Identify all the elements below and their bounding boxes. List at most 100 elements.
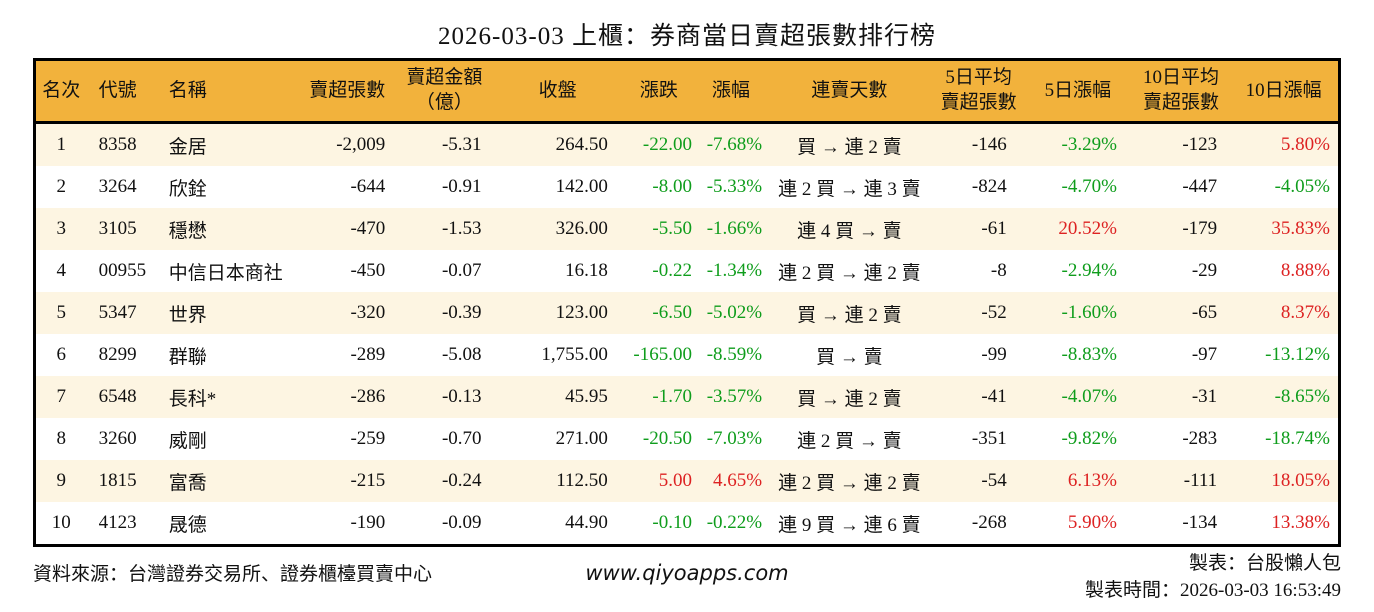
cell-streak: 連 2 買 → 連 2 賣 [778, 472, 921, 494]
header-net_amount: 賣超金額 （億） [393, 59, 496, 124]
cell-change: -0.10 [652, 512, 692, 533]
table-row: 10 4123 晟德 -190 -0.09 44.90 -0.10 -0.22% 連 9 買 →… [34, 502, 1340, 546]
cell-net_amount: -0.07 [441, 260, 482, 281]
cell-name: 富喬 [168, 472, 207, 494]
table-row: 3 3105 穩懋 -470 -1.53 326.00 -5.50 -1.66% 連 4 買 →… [34, 208, 1340, 250]
cell-avg10: -123 [1182, 134, 1218, 155]
cell-net_sell: -289 [350, 344, 386, 365]
cell-pct10: -13.12% [1265, 344, 1330, 365]
table-row: 4 00955 中信日本商社 -450 -0.07 16.18 -0.22 -1.34% 連 2… [34, 250, 1340, 292]
cell-net_amount: -0.09 [441, 512, 482, 533]
cell-change_pct: -1.66% [706, 218, 763, 239]
cell-close: 44.90 [565, 512, 608, 533]
cell-close: 264.50 [555, 134, 608, 155]
cell-net_amount: -0.70 [441, 428, 482, 449]
cell-change_pct: -5.02% [706, 302, 763, 323]
header-change: 漲跌 [619, 59, 698, 124]
cell-rank: 7 [56, 386, 67, 407]
cell-streak: 連 2 買 → 連 2 賣 [778, 262, 921, 284]
cell-code: 3105 [98, 218, 137, 239]
cell-pct10: 18.05% [1271, 470, 1330, 491]
cell-rank: 3 [56, 218, 67, 239]
cell-pct10: 5.80% [1280, 134, 1330, 155]
cell-pct10: 13.38% [1271, 512, 1330, 533]
cell-rank: 2 [56, 176, 67, 197]
cell-net_amount: -1.53 [441, 218, 482, 239]
cell-code: 5347 [98, 302, 137, 323]
cell-net_sell: -320 [350, 302, 386, 323]
cell-change: 5.00 [658, 470, 692, 491]
cell-avg5: -54 [981, 470, 1007, 491]
cell-pct5: -4.70% [1061, 176, 1117, 197]
cell-pct10: 8.37% [1280, 302, 1330, 323]
cell-change_pct: -8.59% [706, 344, 763, 365]
cell-change: -8.00 [652, 176, 692, 197]
cell-close: 112.50 [556, 470, 608, 491]
cell-close: 326.00 [555, 218, 608, 239]
cell-name: 世界 [168, 304, 207, 326]
report-page: 2026-03-03 上櫃：券商當日賣超張數排行榜 名次 代號 名稱 賣超張數 賣超金額… [33, 23, 1341, 601]
table-row: 9 1815 富喬 -215 -0.24 112.50 5.00 4.65% 連 2 買 → 連… [34, 460, 1340, 502]
cell-avg5: -351 [971, 428, 1007, 449]
cell-streak: 連 2 買 → 連 3 賣 [778, 178, 921, 200]
cell-pct5: 5.90% [1067, 512, 1117, 533]
cell-pct5: -4.07% [1061, 386, 1117, 407]
cell-change_pct: -3.57% [706, 386, 763, 407]
cell-net_sell: -286 [350, 386, 386, 407]
cell-net_amount: -5.31 [441, 134, 482, 155]
cell-pct5: -2.94% [1061, 260, 1117, 281]
cell-pct10: 35.83% [1271, 218, 1330, 239]
header-rank: 名次 [34, 59, 87, 124]
cell-avg5: -268 [971, 512, 1007, 533]
cell-pct5: -9.82% [1061, 428, 1117, 449]
header-change_pct: 漲幅 [697, 59, 765, 124]
cell-avg10: -283 [1182, 428, 1218, 449]
header-name: 名稱 [156, 59, 298, 124]
cell-streak: 連 4 買 → 賣 [797, 220, 902, 242]
cell-change: -6.50 [652, 302, 692, 323]
cell-change: -5.50 [652, 218, 692, 239]
cell-avg10: -447 [1182, 176, 1218, 197]
cell-change: -0.22 [652, 260, 692, 281]
page-title: 2026-03-03 上櫃：券商當日賣超張數排行榜 [438, 23, 936, 50]
cell-code: 3260 [98, 428, 137, 449]
cell-code: 1815 [98, 470, 137, 491]
cell-change_pct: 4.65% [713, 470, 763, 491]
cell-avg5: -146 [971, 134, 1007, 155]
header-close: 收盤 [495, 59, 620, 124]
cell-name: 晟德 [168, 514, 207, 536]
cell-net_amount: -0.39 [441, 302, 482, 323]
cell-avg5: -8 [990, 260, 1007, 281]
website-link[interactable]: www.qiyoapps.com [585, 561, 789, 585]
cell-name: 中信日本商社 [168, 262, 283, 284]
cell-change_pct: -7.03% [706, 428, 763, 449]
cell-pct5: 6.13% [1067, 470, 1117, 491]
header-code: 代號 [86, 59, 157, 124]
cell-name: 威剛 [168, 430, 207, 452]
data-source-label: 資料來源：台灣證券交易所、證券櫃檯買賣中心 [33, 564, 433, 585]
cell-net_amount: -0.91 [441, 176, 482, 197]
footer: 資料來源：台灣證券交易所、證券櫃檯買賣中心 www.qiyoapps.com 製… [33, 547, 1341, 601]
header-row: 名次 代號 名稱 賣超張數 賣超金額 （億） 收盤 漲跌 漲幅 連賣天數 5日平均 賣超張數 5日漲… [34, 59, 1340, 124]
cell-avg5: -52 [981, 302, 1007, 323]
cell-net_sell: -259 [350, 428, 386, 449]
table-body: 1 8358 金居 -2,009 -5.31 264.50 -22.00 -7.68% 買 → … [34, 122, 1340, 546]
cell-pct5: -3.29% [1061, 134, 1117, 155]
maker-label: 製表：台股懶人包 [1188, 553, 1341, 574]
cell-avg10: -29 [1191, 260, 1218, 281]
cell-net_amount: -0.13 [441, 386, 482, 407]
cell-net_amount: -5.08 [441, 344, 482, 365]
cell-avg5: -99 [981, 344, 1007, 365]
header-net_sell: 賣超張數 [297, 59, 394, 124]
header-pct10: 10日漲幅 [1229, 59, 1340, 124]
cell-pct10: -8.65% [1274, 386, 1330, 407]
cell-streak: 連 9 買 → 連 6 賣 [778, 514, 921, 536]
cell-avg5: -824 [971, 176, 1007, 197]
cell-rank: 8 [56, 428, 67, 449]
cell-avg10: -31 [1191, 386, 1218, 407]
cell-rank: 5 [56, 302, 67, 323]
cell-close: 271.00 [555, 428, 608, 449]
cell-net_sell: -450 [350, 260, 386, 281]
made-time-label: 製表時間：2026-03-03 16:53:49 [1085, 579, 1341, 601]
cell-change: -20.50 [642, 428, 692, 449]
